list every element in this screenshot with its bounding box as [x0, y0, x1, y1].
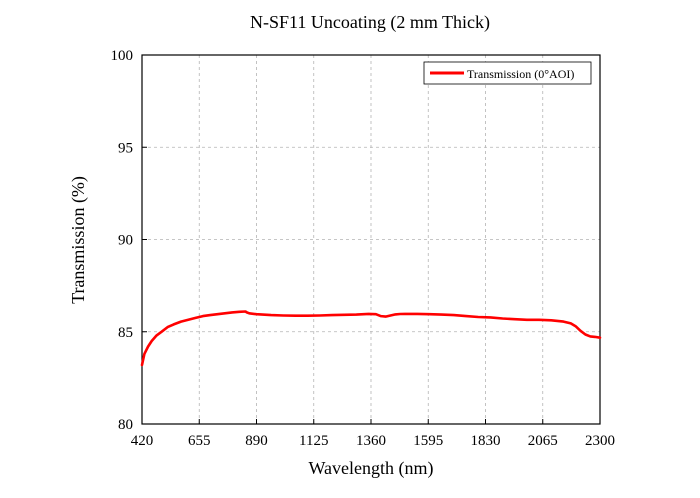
chart-title: N-SF11 Uncoating (2 mm Thick)	[250, 12, 490, 33]
x-tick-label: 2065	[528, 433, 558, 449]
legend-box	[423, 61, 592, 85]
y-tick-label: 95	[118, 140, 133, 156]
series-layer	[140, 310, 602, 367]
y-tick-label: 80	[118, 417, 133, 433]
grid	[142, 55, 600, 424]
x-axis-label: Wavelength (nm)	[308, 458, 433, 479]
y-tick-label: 90	[118, 233, 133, 249]
x-tick-label: 655	[188, 433, 211, 449]
axis-ticks: 420 655 890 1125 1360 1595 1830 2065 2300 80 85 90 9…	[111, 48, 616, 449]
x-tick-label: 2300	[585, 433, 615, 449]
x-tick-label: 1830	[471, 433, 501, 449]
legend: Transmission (0°AOI)	[423, 61, 592, 85]
x-tick-label: 1595	[413, 433, 443, 449]
x-tick-label: 1125	[299, 433, 328, 449]
x-tick-label: 420	[131, 433, 154, 449]
series-line-transmission	[140, 310, 602, 367]
y-tick-label: 100	[111, 48, 134, 64]
y-axis-label: Transmission (%)	[68, 176, 89, 304]
x-tick-label: 1360	[356, 433, 386, 449]
y-tick-label: 85	[118, 325, 133, 341]
legend-label: Transmission (0°AOI)	[467, 67, 574, 81]
x-tick-label: 890	[245, 433, 268, 449]
